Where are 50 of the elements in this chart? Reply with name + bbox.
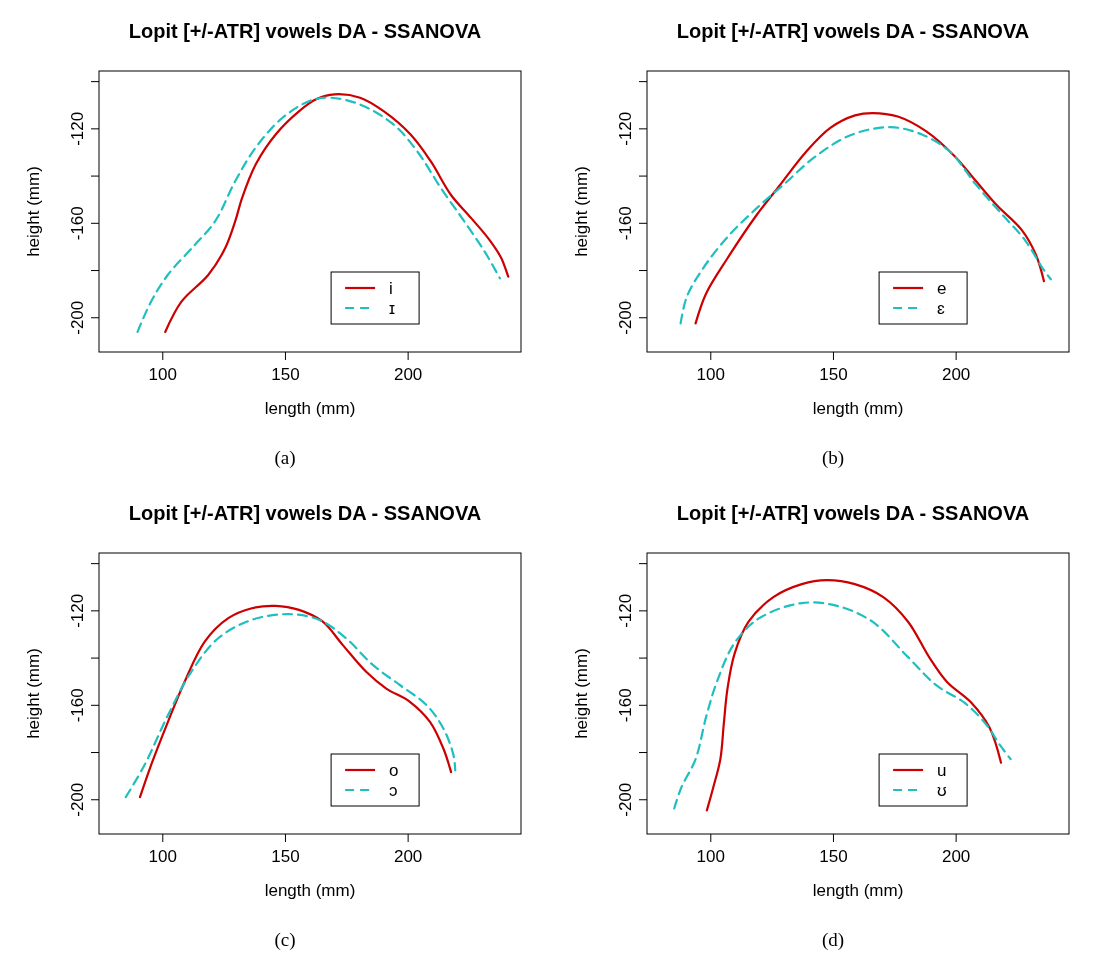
- text: (a): [274, 447, 296, 469]
- x-tick-label: 200: [393, 365, 423, 384]
- y-tick-label: -160: [616, 206, 635, 241]
- x-tick-label: 200: [941, 847, 971, 866]
- x-tick-label: 150: [271, 365, 300, 384]
- x-tick-label: 200: [393, 847, 423, 866]
- x-axis-title: length (mm): [812, 399, 904, 418]
- x-tick-label: 100: [148, 847, 177, 866]
- legend-label: u: [937, 761, 947, 780]
- y-tick-label: -200: [68, 300, 87, 335]
- x-tick-label: 100: [696, 847, 725, 866]
- chart-title: Lopit [+/-ATR] vowels DA - SSANOVA: [676, 20, 1030, 42]
- text: (d): [821, 929, 845, 951]
- chart-title: Lopit [+/-ATR] vowels DA - SSANOVA: [128, 502, 482, 524]
- line-series: [673, 601, 1012, 810]
- y-tick-label: -200: [68, 782, 87, 817]
- y-axis-title: height (mm): [572, 648, 591, 739]
- x-axis-title: length (mm): [264, 399, 356, 418]
- x-tick-label: 150: [271, 847, 300, 866]
- legend-label: i: [389, 279, 393, 298]
- y-axis-title: height (mm): [24, 648, 43, 739]
- legend-label: ɔ: [389, 781, 398, 800]
- legend-label: e: [937, 279, 947, 298]
- y-tick-label: -200: [616, 300, 635, 335]
- x-tick-label: 150: [819, 847, 848, 866]
- x-axis-title: length (mm): [812, 881, 904, 900]
- y-tick-label: -160: [616, 688, 635, 723]
- y-tick-label: -200: [616, 782, 635, 817]
- y-axis-title: height (mm): [572, 166, 591, 257]
- line-series: [705, 579, 1003, 812]
- chart-title: Lopit [+/-ATR] vowels DA - SSANOVA: [676, 502, 1030, 524]
- x-tick-label: 100: [696, 365, 725, 384]
- y-tick-label: -120: [616, 593, 635, 628]
- y-tick-label: -120: [68, 593, 87, 628]
- y-tick-label: -120: [68, 111, 87, 146]
- legend-label: ɛ: [937, 299, 946, 318]
- legend-label: o: [389, 761, 399, 780]
- legend-label: ʊ: [937, 781, 947, 800]
- y-axis-title: height (mm): [24, 166, 43, 257]
- x-tick-label: 100: [148, 365, 177, 384]
- text: (c): [274, 929, 296, 951]
- legend-label: ɪ: [389, 299, 396, 318]
- x-axis-title: length (mm): [264, 881, 356, 900]
- chart-title: Lopit [+/-ATR] vowels DA - SSANOVA: [128, 20, 482, 42]
- y-tick-label: -160: [68, 688, 87, 723]
- text: (b): [821, 447, 845, 469]
- x-tick-label: 200: [941, 365, 971, 384]
- y-tick-label: -160: [68, 206, 87, 241]
- y-tick-label: -120: [616, 111, 635, 146]
- x-tick-label: 150: [819, 365, 848, 384]
